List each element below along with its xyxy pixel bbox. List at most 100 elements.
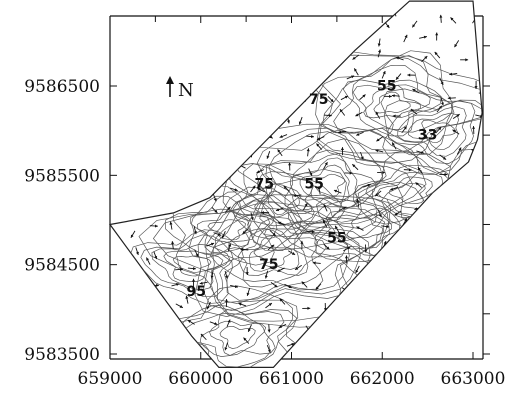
gradient-arrow-icon bbox=[377, 171, 386, 175]
gradient-arrow-icon bbox=[447, 96, 456, 100]
gradient-arrow-icon bbox=[469, 189, 478, 193]
gradient-arrow-icon bbox=[379, 303, 388, 307]
gradient-arrow-icon bbox=[316, 143, 323, 150]
gradient-arrow-icon bbox=[472, 257, 477, 266]
gradient-arrow-icon bbox=[146, 257, 151, 265]
gradient-arrow-icon bbox=[402, 218, 408, 226]
gradient-arrow-icon bbox=[453, 301, 458, 309]
gradient-arrow-icon bbox=[281, 17, 289, 22]
gradient-arrow-icon bbox=[277, 149, 283, 157]
gradient-arrow-icon bbox=[464, 321, 474, 325]
gradient-arrow-icon bbox=[173, 338, 177, 347]
gradient-arrow-icon bbox=[161, 21, 170, 25]
contour-line bbox=[172, 255, 212, 277]
gradient-arrow-icon bbox=[162, 31, 170, 38]
gradient-arrow-icon bbox=[421, 132, 429, 139]
gradient-arrow-icon bbox=[242, 228, 249, 235]
gradient-arrow-icon bbox=[246, 288, 251, 296]
gradient-arrow-icon bbox=[403, 34, 408, 43]
gradient-arrow-icon bbox=[210, 166, 214, 175]
gradient-arrow-icon bbox=[167, 54, 171, 63]
gradient-arrow-icon bbox=[288, 250, 296, 256]
contour-line bbox=[317, 54, 483, 154]
contour-line bbox=[151, 244, 231, 291]
gradient-arrow-icon bbox=[243, 337, 250, 344]
contour-label: 75 bbox=[259, 257, 278, 273]
gradient-arrow-icon bbox=[478, 91, 483, 94]
x-tick-label: 661000 bbox=[259, 369, 324, 389]
gradient-arrow-icon bbox=[117, 169, 125, 176]
gradient-arrow-icon bbox=[308, 168, 313, 177]
gradient-arrow-icon bbox=[130, 154, 138, 160]
gradient-arrow-icon bbox=[363, 183, 371, 188]
gradient-arrow-icon bbox=[277, 267, 285, 273]
gradient-arrow-icon bbox=[199, 281, 208, 285]
gradient-arrow-icon bbox=[474, 208, 483, 211]
contour-label: 55 bbox=[327, 230, 346, 246]
contour-line bbox=[383, 99, 483, 174]
gradient-arrow-icon bbox=[231, 92, 239, 97]
gradient-arrow-icon bbox=[171, 283, 180, 287]
gradient-arrow-icon bbox=[113, 240, 118, 249]
gradient-arrow-icon bbox=[267, 17, 271, 26]
contour-label: 33 bbox=[418, 128, 437, 144]
contour-line bbox=[315, 50, 454, 156]
gradient-arrow-icon bbox=[115, 193, 119, 202]
gradient-arrow-icon bbox=[333, 189, 342, 194]
contour-line bbox=[346, 217, 385, 239]
gradient-arrow-icon bbox=[343, 246, 351, 252]
north-arrow-head-icon bbox=[166, 76, 174, 84]
gradient-arrow-icon bbox=[317, 186, 321, 195]
gradient-arrow-icon bbox=[145, 37, 154, 41]
contour-line bbox=[303, 50, 483, 164]
y-tick-label: 9584500 bbox=[24, 256, 100, 276]
gradient-arrow-icon bbox=[212, 193, 217, 202]
contour-line bbox=[194, 186, 371, 317]
gradient-arrow-icon bbox=[306, 73, 310, 82]
gradient-arrow-icon bbox=[361, 324, 369, 332]
contour-line bbox=[209, 320, 267, 356]
gradient-arrow-icon bbox=[377, 49, 381, 58]
gradient-arrow-icon bbox=[266, 345, 271, 353]
gradient-arrow-icon bbox=[377, 320, 386, 324]
gradient-arrow-icon bbox=[249, 88, 256, 95]
gradient-arrow-icon bbox=[210, 270, 214, 279]
north-label: N bbox=[178, 80, 194, 101]
gradient-arrow-icon bbox=[115, 11, 119, 20]
gradient-arrow-icon bbox=[200, 333, 207, 341]
contour-label: 55 bbox=[377, 78, 396, 94]
gradient-arrow-icon bbox=[302, 203, 308, 211]
gradient-arrow-icon bbox=[110, 207, 119, 213]
gradient-arrow-icon bbox=[267, 244, 275, 251]
gradient-arrow-icon bbox=[132, 269, 141, 273]
gradient-arrow-icon bbox=[352, 54, 360, 60]
gradient-arrow-icon bbox=[439, 77, 444, 86]
contour-line bbox=[299, 164, 350, 203]
gradient-arrow-icon bbox=[408, 285, 417, 290]
gradient-arrow-icon bbox=[415, 263, 423, 271]
gradient-arrow-icon bbox=[118, 338, 127, 341]
x-tick-label: 663000 bbox=[441, 369, 506, 389]
gradient-arrow-icon bbox=[263, 58, 271, 65]
gradient-arrow-icon bbox=[134, 284, 143, 290]
gradient-arrow-icon bbox=[224, 342, 228, 351]
gradient-arrow-icon bbox=[240, 247, 249, 251]
gradient-arrow-icon bbox=[141, 72, 150, 76]
gradient-arrow-icon bbox=[150, 343, 159, 347]
gradient-arrow-icon bbox=[151, 298, 155, 307]
gradient-arrow-icon bbox=[209, 79, 213, 88]
gradient-arrow-icon bbox=[250, 185, 256, 193]
gradient-arrow-icon bbox=[457, 318, 462, 326]
gradient-arrow-icon bbox=[390, 186, 398, 191]
contour-line bbox=[140, 234, 234, 298]
gradient-arrow-icon bbox=[458, 212, 466, 218]
x-tick-label: 662000 bbox=[350, 369, 415, 389]
x-tick-label: 659000 bbox=[78, 369, 143, 389]
gradient-arrow-icon bbox=[359, 282, 365, 290]
contour-line bbox=[202, 193, 361, 311]
gradient-arrow-icon bbox=[331, 341, 340, 347]
gradient-arrow-icon bbox=[450, 282, 459, 286]
contour-line bbox=[256, 138, 383, 230]
gradient-arrow-icon bbox=[352, 163, 359, 171]
gradient-arrow-icon bbox=[278, 323, 287, 329]
